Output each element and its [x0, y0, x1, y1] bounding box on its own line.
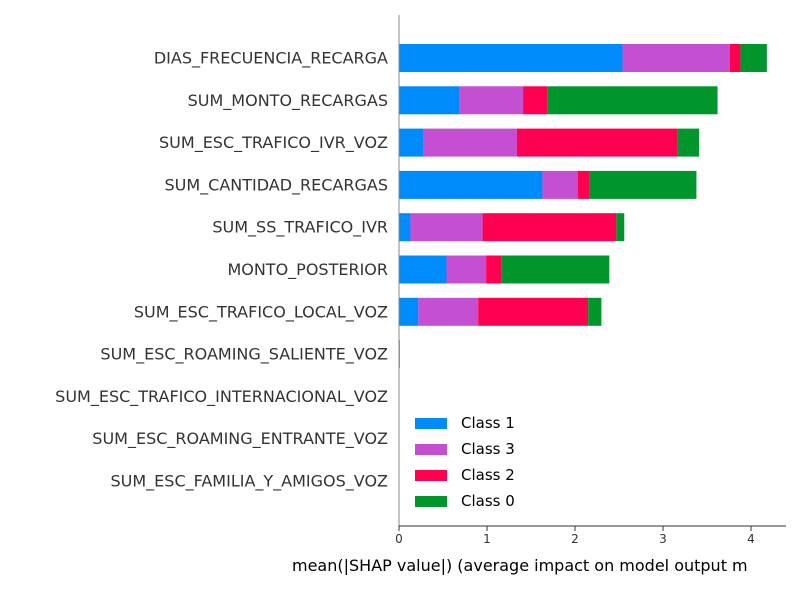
feature-label: SUM_SS_TRAFICO_IVR — [212, 218, 388, 238]
feature-label: SUM_ESC_TRAFICO_LOCAL_VOZ — [134, 302, 388, 322]
bar-segment — [501, 255, 610, 284]
feature-label: SUM_ESC_TRAFICO_IVR_VOZ — [159, 133, 388, 153]
legend-label: Class 3 — [461, 440, 515, 458]
bar-segment — [418, 297, 479, 326]
bar-segment — [399, 170, 543, 199]
feature-label: SUM_MONTO_RECARGAS — [188, 91, 388, 111]
x-axis-title: mean(|SHAP value|) (average impact on mo… — [292, 556, 748, 575]
bar-segment — [399, 213, 411, 242]
bar-segment — [446, 255, 487, 284]
bar-segment — [547, 86, 718, 115]
feature-label: SUM_ESC_TRAFICO_INTERNACIONAL_VOZ — [55, 387, 388, 407]
bar-segment — [399, 86, 460, 115]
bar-segment — [523, 86, 548, 115]
bar-segment — [459, 86, 524, 115]
feature-label: SUM_ESC_ROAMING_SALIENTE_VOZ — [100, 345, 388, 365]
bar-segment — [399, 297, 419, 326]
legend: Class 1 Class 3 Class 2 Class 0 — [415, 414, 515, 510]
bar-segment — [482, 213, 617, 242]
feature-label: SUM_ESC_ROAMING_ENTRANTE_VOZ — [92, 429, 388, 449]
feature-label: MONTO_POSTERIOR — [227, 260, 388, 280]
legend-label: Class 1 — [461, 414, 515, 432]
bar-segment — [478, 297, 589, 326]
x-tick-label: 3 — [659, 532, 667, 546]
bar-segment — [729, 44, 741, 72]
x-tick-label: 0 — [395, 532, 403, 546]
feature-label: SUM_ESC_FAMILIA_Y_AMIGOS_VOZ — [111, 472, 389, 492]
bar-segment — [410, 213, 483, 242]
legend-label: Class 0 — [461, 492, 515, 510]
legend-swatch — [415, 418, 447, 429]
legend-swatch — [415, 496, 447, 507]
bar-segment — [399, 128, 424, 157]
bars-group — [399, 44, 767, 369]
legend-swatch — [415, 470, 447, 481]
bar-segment — [588, 297, 602, 326]
bar-segment — [616, 213, 625, 242]
bar-segment — [577, 170, 590, 199]
legend-label: Class 2 — [461, 466, 515, 484]
bar-segment — [740, 44, 767, 72]
legend-swatch — [415, 444, 447, 455]
bar-segment — [589, 170, 697, 199]
feature-label: SUM_CANTIDAD_RECARGAS — [164, 175, 388, 195]
bar-segment — [486, 255, 502, 284]
bar-segment — [399, 255, 447, 284]
feature-label: DIAS_FRECUENCIA_RECARGA — [154, 49, 388, 69]
bar-segment — [622, 44, 730, 72]
bar-segment — [423, 128, 517, 157]
bar-segment — [516, 128, 678, 157]
x-tick-label: 4 — [747, 532, 755, 546]
feature-labels-group: DIAS_FRECUENCIA_RECARGA SUM_MONTO_RECARGA… — [55, 49, 388, 492]
x-tick-label: 2 — [571, 532, 579, 546]
bar-segment — [542, 170, 578, 199]
bar-segment — [399, 44, 623, 72]
x-ticks-group: 0 1 2 3 4 — [395, 526, 755, 546]
bar-segment — [677, 128, 700, 157]
x-tick-label: 1 — [483, 532, 491, 546]
